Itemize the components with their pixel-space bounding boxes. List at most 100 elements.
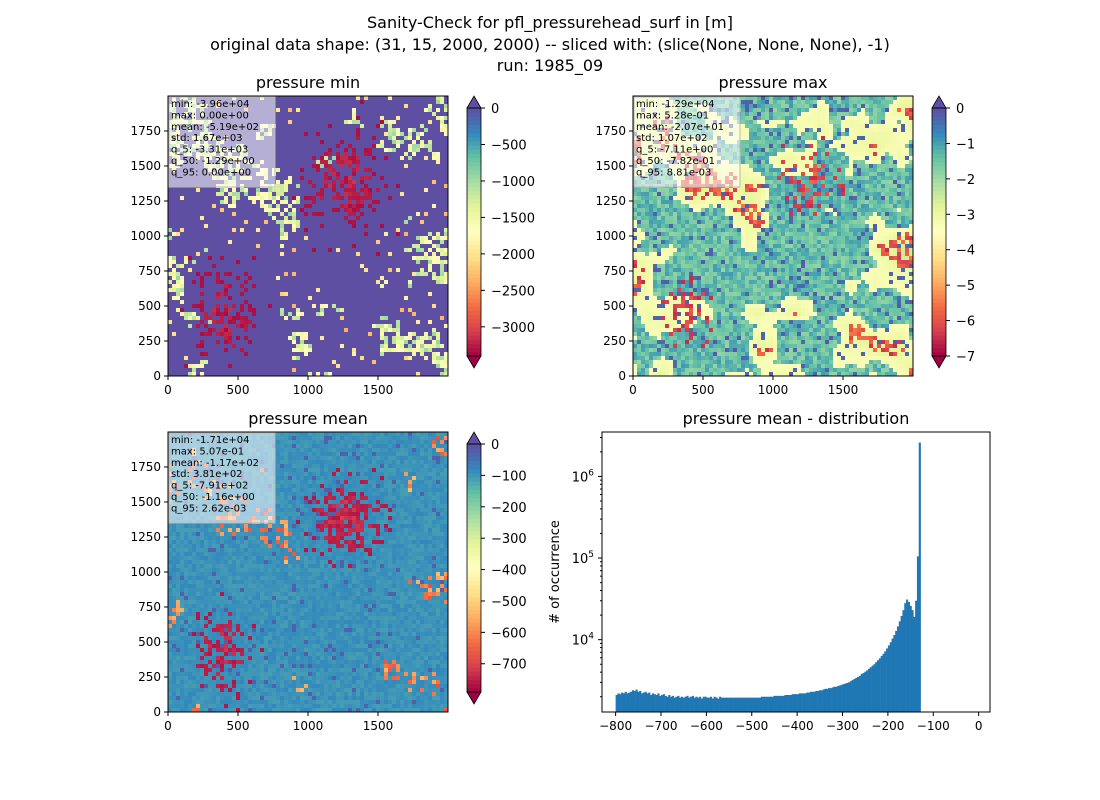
heatmap-cell (420, 292, 425, 297)
heatmap-cell (224, 368, 229, 373)
heatmap-cell (216, 324, 221, 329)
heatmap-cell (232, 316, 237, 321)
heatmap-cell (364, 352, 369, 357)
heatmap-cell (368, 188, 373, 193)
heatmap-cell (364, 188, 369, 193)
heatmap-cell (276, 196, 281, 201)
heatmap-cell (228, 228, 233, 233)
heatmap-cell (232, 356, 237, 361)
heatmap-cell (432, 364, 437, 369)
heatmap-cell (404, 368, 409, 373)
heatmap-cell (240, 252, 245, 257)
heatmap-cell (344, 372, 349, 377)
heatmap-cell (324, 208, 329, 213)
heatmap-cell (392, 320, 397, 325)
heatmap-cell (428, 168, 433, 173)
heatmap-cell (280, 232, 285, 237)
heatmap-cell (356, 356, 361, 361)
heatmap-cell (432, 336, 437, 341)
heatmap-cell (416, 296, 421, 301)
heatmap-cell (192, 348, 197, 353)
colorbar-segment (467, 339, 481, 345)
heatmap-cell (344, 112, 349, 117)
heatmap-cell (392, 180, 397, 185)
heatmap-cell (196, 208, 201, 213)
stats-line: max: 0.00e+00 (171, 110, 249, 121)
heatmap-cell (376, 144, 381, 149)
heatmap-cell (336, 284, 341, 289)
heatmap-cell (348, 280, 353, 285)
heatmap-cell (440, 172, 445, 177)
heatmap-cell (348, 352, 353, 357)
heatmap-cell (272, 200, 277, 205)
heatmap-cell (196, 268, 201, 273)
heatmap-cell (348, 204, 353, 209)
heatmap-cell (284, 132, 289, 137)
heatmap-cell (352, 284, 357, 289)
heatmap-cell (352, 184, 357, 189)
heatmap-cell (408, 240, 413, 245)
heatmap-cell (376, 196, 381, 201)
heatmap-cell (436, 192, 441, 197)
heatmap-cell (280, 348, 285, 353)
heatmap-cell (328, 276, 333, 281)
heatmap-cell (392, 324, 397, 329)
heatmap-cell (352, 356, 357, 361)
heatmap-cell (404, 136, 409, 141)
heatmap-cell (420, 168, 425, 173)
heatmap-cell (276, 348, 281, 353)
heatmap-cell (256, 192, 261, 197)
heatmap-cell (392, 100, 397, 105)
heatmap-cell (340, 180, 345, 185)
heatmap-cell (324, 276, 329, 281)
heatmap-cell (372, 252, 377, 257)
heatmap-cell (288, 304, 293, 309)
heatmap-cell (180, 348, 185, 353)
heatmap-cell (208, 264, 213, 269)
heatmap-cell (396, 324, 401, 329)
heatmap-cell (192, 344, 197, 349)
heatmap-cell (368, 272, 373, 277)
heatmap-cell (180, 288, 185, 293)
heatmap-cell (324, 340, 329, 345)
heatmap-cell (384, 148, 389, 153)
heatmap-cell (360, 232, 365, 237)
heatmap-cell (440, 248, 445, 253)
heatmap-cell (224, 212, 229, 217)
heatmap-cell (176, 320, 181, 325)
heatmap-cell (212, 228, 217, 233)
heatmap-cell (188, 352, 193, 357)
heatmap-cell (232, 200, 237, 205)
heatmap-cell (244, 344, 249, 349)
heatmap-cell (292, 244, 297, 249)
heatmap-cell (208, 224, 213, 229)
heatmap-cell (312, 156, 317, 161)
heatmap-cell (320, 164, 325, 169)
heatmap-cell (268, 256, 273, 261)
heatmap-cell (192, 268, 197, 273)
heatmap-cell (324, 96, 329, 101)
heatmap-cell (212, 344, 217, 349)
heatmap-cell (252, 328, 257, 333)
heatmap-cell (404, 344, 409, 349)
heatmap-cell (204, 340, 209, 345)
heatmap-cell (440, 312, 445, 317)
heatmap-cell (360, 112, 365, 117)
heatmap-cell (316, 312, 321, 317)
heatmap-cell (256, 368, 261, 373)
heatmap-cell (268, 284, 273, 289)
heatmap-cell (356, 320, 361, 325)
heatmap-cell (348, 108, 353, 113)
heatmap-cell (384, 124, 389, 129)
heatmap-cell (368, 140, 373, 145)
heatmap-cell (336, 236, 341, 241)
heatmap-cell (264, 212, 269, 217)
heatmap-cell (428, 336, 433, 341)
heatmap-cell (300, 356, 305, 361)
heatmap-cell (416, 364, 421, 369)
heatmap-cell (352, 164, 357, 169)
heatmap-cell (360, 188, 365, 193)
heatmap-cell (180, 304, 185, 309)
heatmap-cell (168, 228, 173, 233)
heatmap-cell (400, 252, 405, 257)
